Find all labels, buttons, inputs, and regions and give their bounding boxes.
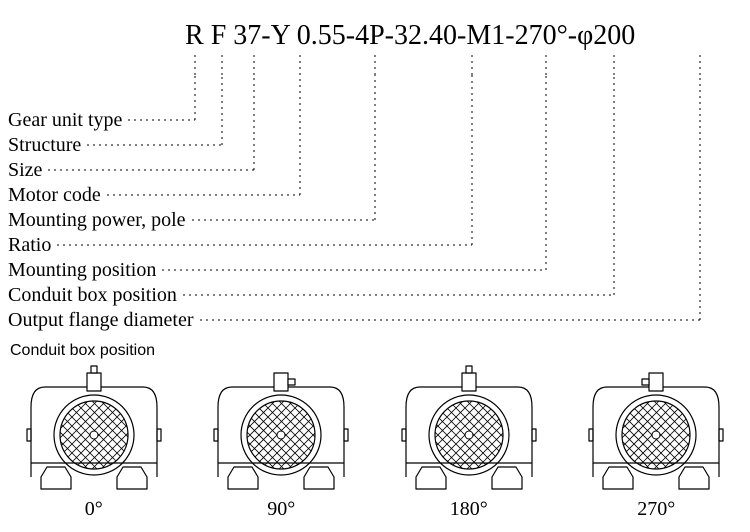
- code-seg-3: Y: [271, 20, 297, 52]
- label-row-6: Mounting position: [8, 258, 194, 282]
- code-seg-2: 37-: [233, 20, 270, 52]
- motor-wrap-90°: 90°: [206, 365, 356, 521]
- angle-label-90°: 90°: [267, 498, 295, 521]
- conduit-box-title: Conduit box position: [10, 342, 155, 360]
- label-row-4: Mounting power, pole: [8, 208, 194, 232]
- motor-wrap-270°: 270°: [581, 365, 731, 521]
- label-row-3: Motor code: [8, 183, 194, 207]
- motor-180°: [394, 365, 544, 490]
- label-text-1: Structure: [8, 135, 81, 155]
- label-row-5: Ratio: [8, 233, 194, 257]
- code-seg-6: M1-: [466, 20, 514, 52]
- motor-90°: [206, 365, 356, 490]
- code-seg-7: 270°-: [515, 20, 578, 52]
- label-text-4: Mounting power, pole: [8, 210, 186, 230]
- motor-270°: [581, 365, 731, 490]
- label-row-0: Gear unit type: [8, 108, 194, 132]
- label-row-8: Output flange diameter: [8, 308, 194, 332]
- code-seg-1: F: [211, 20, 234, 52]
- angle-label-180°: 180°: [450, 498, 488, 521]
- code-seg-8: φ200: [577, 20, 635, 52]
- label-row-1: Structure: [8, 133, 194, 157]
- angle-label-270°: 270°: [637, 498, 675, 521]
- label-text-8: Output flange diameter: [8, 310, 194, 330]
- label-text-0: Gear unit type: [8, 110, 122, 130]
- product-code: R F 37-Y 0.55-4P-32.40-M1-270°-φ200: [185, 20, 635, 52]
- label-column: Gear unit type Structure Size Motor code Mou…: [8, 108, 194, 333]
- motor-wrap-0°: 0°: [19, 365, 169, 521]
- label-row-7: Conduit box position: [8, 283, 194, 307]
- motor-0°: [19, 365, 169, 490]
- label-row-2: Size: [8, 158, 194, 182]
- angle-label-0°: 0°: [85, 498, 103, 521]
- motor-diagrams-row: 0° 90° 180° 270°: [0, 365, 750, 521]
- label-text-7: Conduit box position: [8, 285, 177, 305]
- label-text-3: Motor code: [8, 185, 101, 205]
- label-text-2: Size: [8, 160, 42, 180]
- label-text-5: Ratio: [8, 235, 51, 255]
- code-seg-5: 32.40-: [394, 20, 466, 52]
- label-text-6: Mounting position: [8, 260, 156, 280]
- code-seg-4: 0.55-4P-: [297, 20, 394, 52]
- code-seg-0: R: [185, 20, 211, 52]
- motor-wrap-180°: 180°: [394, 365, 544, 521]
